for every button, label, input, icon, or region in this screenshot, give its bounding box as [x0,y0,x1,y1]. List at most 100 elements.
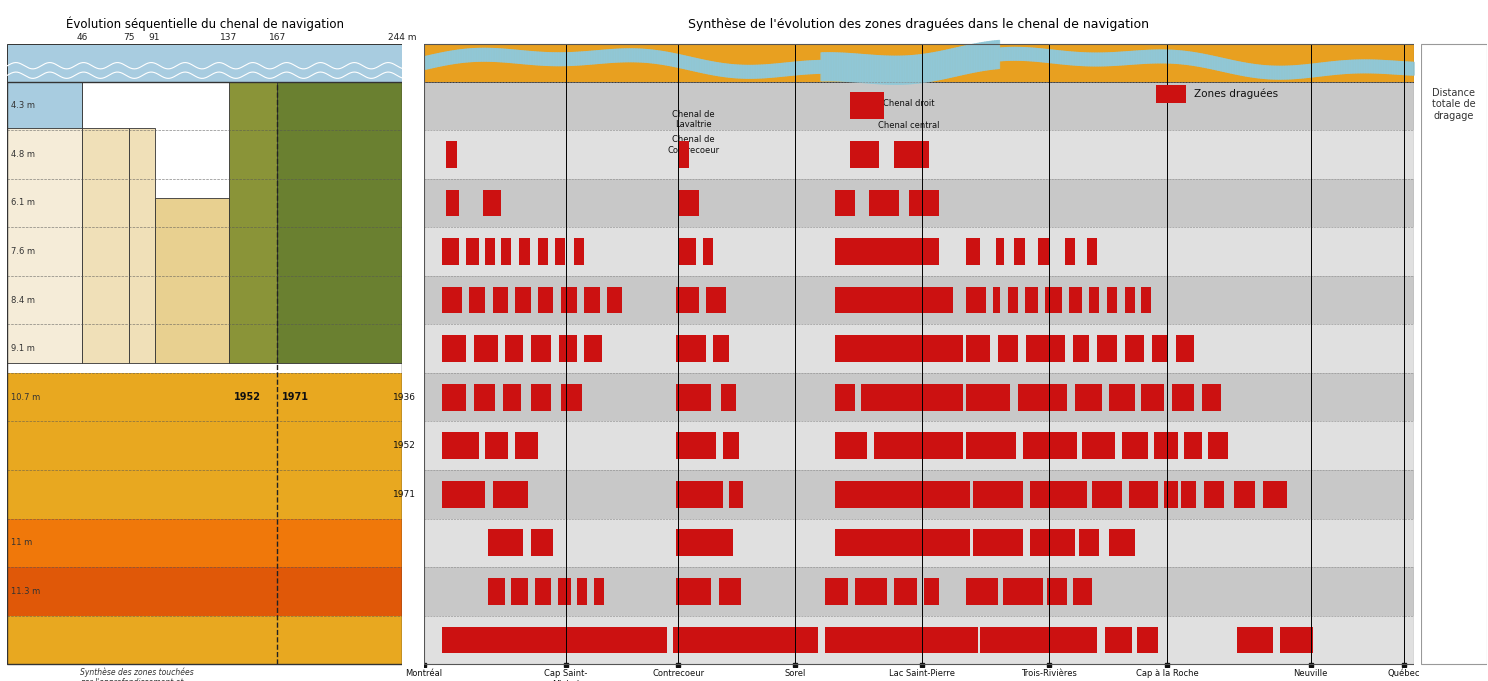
Title: Évolution séquentielle du chenal de navigation: Évolution séquentielle du chenal de navi… [65,17,344,31]
Bar [442,287,461,313]
Bar [966,287,987,313]
Text: 7.6 m: 7.6 m [10,247,34,256]
Bar [875,432,963,459]
Bar [973,481,1022,507]
Bar [713,335,729,362]
Bar [924,578,939,605]
Bar [677,384,711,411]
Bar [515,432,537,459]
Bar [277,82,402,363]
Bar [1046,287,1062,313]
Bar [1204,481,1223,507]
Bar [1025,335,1065,362]
Bar [680,238,696,265]
Bar [537,287,552,313]
Bar [677,335,707,362]
Text: 11.3 m: 11.3 m [10,587,40,596]
Bar [442,238,458,265]
Bar [1125,287,1134,313]
Bar [485,432,509,459]
Bar [424,616,1414,664]
Bar [835,238,939,265]
Bar [469,287,485,313]
Bar [607,287,622,313]
Bar [519,238,530,265]
Bar [992,287,1000,313]
Bar [966,335,990,362]
Bar [424,373,1414,422]
Bar [1234,481,1256,507]
Bar [1173,384,1193,411]
Bar [442,432,479,459]
Bar [494,287,509,313]
Bar [561,287,577,313]
Bar [1152,335,1168,362]
Bar [512,578,528,605]
Bar [680,189,699,217]
Text: 82 km: 82 km [1426,295,1457,305]
Bar [424,178,1414,227]
Text: Montréal: Montréal [406,669,442,678]
Bar [680,141,689,168]
Bar [1065,238,1076,265]
Bar [729,481,743,507]
Bar [7,373,402,664]
Bar [1022,432,1077,459]
Bar [128,127,155,363]
Text: Neuville: Neuville [1293,669,1327,678]
Text: 75: 75 [124,33,134,42]
Bar [229,82,277,363]
Bar [555,238,564,265]
Bar [424,44,1414,82]
Bar [488,578,506,605]
Bar [1088,238,1097,265]
Bar [723,432,738,459]
Text: 55 km: 55 km [1426,247,1457,257]
Bar [558,335,577,362]
Text: 98 km: 98 km [1426,441,1455,451]
Bar [850,141,879,168]
Bar [424,276,1414,324]
Bar [424,470,1414,518]
Bar [506,335,524,362]
Bar [1097,335,1117,362]
Bar [1122,432,1149,459]
Bar [1125,335,1144,362]
Bar [473,335,498,362]
Text: Zones draguées: Zones draguées [1193,89,1278,99]
Text: 1952: 1952 [393,441,417,450]
Bar [424,130,1414,178]
Bar [835,287,954,313]
Bar [1156,85,1186,103]
Bar [1106,627,1131,653]
Bar [424,82,1414,130]
Bar [1155,432,1178,459]
Bar [677,432,716,459]
Text: Sorel: Sorel [784,669,806,678]
Bar [1079,529,1100,556]
Bar [835,432,868,459]
Bar [677,529,732,556]
Text: Synthèse des zones touchées
par l'approfondissement et
l'élargissement du chenal: Synthèse des zones touchées par l'approf… [80,667,216,681]
Text: Chenal de
Contrecoeur: Chenal de Contrecoeur [667,136,719,155]
Bar [1048,578,1067,605]
Bar [1137,627,1158,653]
Text: 10.7 m: 10.7 m [10,393,40,402]
Bar [1141,384,1164,411]
Bar [894,578,917,605]
Bar [466,238,479,265]
Bar [973,529,1022,556]
Text: 1952: 1952 [234,392,260,402]
Bar [501,238,512,265]
Bar [484,189,501,217]
Bar [835,189,854,217]
Text: 167: 167 [269,33,286,42]
Bar [674,627,818,653]
Bar [966,578,998,605]
Text: Chenal de
Lavaltrie: Chenal de Lavaltrie [673,110,714,129]
Bar [7,82,82,363]
Bar [1202,384,1220,411]
Bar [1030,481,1088,507]
Bar [1082,432,1115,459]
Text: Québec: Québec [1387,669,1420,678]
